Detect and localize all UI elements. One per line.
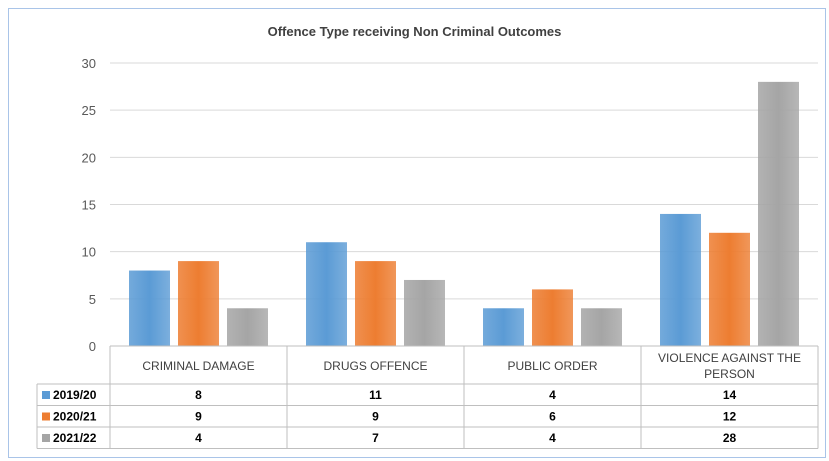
legend-swatch [42,391,50,399]
y-tick-label: 25 [82,103,96,118]
table-cell-value: 4 [549,388,556,402]
category-label: VIOLENCE AGAINST THE [658,351,801,365]
y-tick-label: 20 [82,150,96,165]
bar [709,232,750,346]
bar [306,242,347,346]
bar [532,289,573,346]
legend-swatch [42,434,50,442]
table-cell-value: 4 [549,431,556,445]
legend-label: 2021/22 [53,431,97,445]
legend-swatch [42,412,50,421]
category-label: CRIMINAL DAMAGE [142,359,254,373]
bar [129,270,170,346]
bar [178,261,219,346]
table-cell-value: 28 [723,431,737,445]
y-tick-label: 0 [89,339,96,354]
table-cell-value: 6 [549,410,556,424]
table-cell-value: 9 [195,410,202,424]
table-cell-value: 4 [195,431,202,445]
table-cell-value: 12 [723,410,737,424]
y-tick-label: 15 [82,198,96,213]
bar [483,308,524,346]
y-tick-label: 30 [82,56,96,71]
table-cell-value: 8 [195,388,202,402]
bar [355,261,396,346]
bar [227,308,268,346]
table-cell-value: 7 [372,431,379,445]
table-cell-value: 14 [723,388,737,402]
y-tick-label: 5 [89,292,96,307]
bar [404,279,445,346]
bar [581,308,622,346]
category-label: DRUGS OFFENCE [323,359,427,373]
bar [660,213,701,346]
table-cell-value: 11 [369,388,382,402]
legend-label: 2020/21 [53,410,97,424]
y-tick-label: 10 [82,245,96,260]
category-label: PERSON [704,367,755,381]
bar [758,81,799,346]
chart-title: Offence Type receiving Non Criminal Outc… [267,24,562,39]
table-cell-value: 9 [372,410,379,424]
category-label: PUBLIC ORDER [507,359,597,373]
legend-label: 2019/20 [53,388,97,402]
